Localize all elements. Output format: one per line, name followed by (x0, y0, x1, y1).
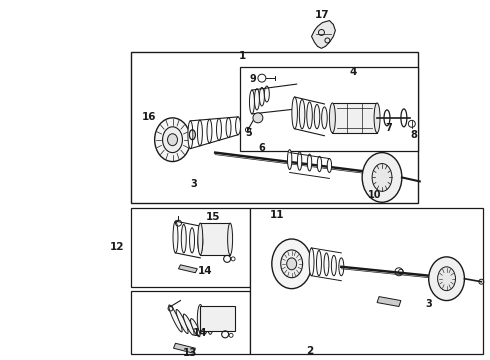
Ellipse shape (287, 258, 296, 270)
Text: 9: 9 (249, 74, 256, 84)
Bar (240, 67, 418, 150)
Ellipse shape (292, 97, 297, 129)
Text: 12: 12 (110, 242, 124, 252)
Text: 6: 6 (259, 143, 265, 153)
Text: 15: 15 (206, 212, 220, 222)
Ellipse shape (188, 121, 193, 149)
Text: 8: 8 (410, 130, 417, 140)
Ellipse shape (155, 118, 191, 162)
Text: 3: 3 (425, 298, 432, 309)
Ellipse shape (198, 223, 203, 255)
Polygon shape (173, 343, 196, 353)
Ellipse shape (168, 134, 177, 146)
Text: 10: 10 (368, 190, 382, 200)
Ellipse shape (307, 154, 312, 171)
Ellipse shape (259, 87, 265, 106)
Ellipse shape (249, 90, 254, 114)
Ellipse shape (297, 152, 302, 170)
Ellipse shape (327, 158, 332, 172)
Ellipse shape (228, 223, 233, 255)
Ellipse shape (265, 86, 270, 102)
Ellipse shape (438, 267, 456, 291)
Ellipse shape (198, 231, 203, 253)
Text: 14: 14 (193, 328, 208, 338)
Polygon shape (178, 265, 197, 273)
Ellipse shape (314, 104, 320, 129)
Ellipse shape (372, 163, 392, 192)
Text: 14: 14 (198, 266, 213, 276)
Ellipse shape (281, 250, 303, 278)
Bar (131, 291, 250, 354)
Text: 2: 2 (306, 346, 313, 356)
Text: 7: 7 (386, 123, 392, 133)
Text: 11: 11 (270, 210, 284, 220)
Ellipse shape (197, 305, 203, 332)
Bar (131, 208, 250, 287)
Ellipse shape (173, 221, 178, 253)
Bar (250, 208, 483, 354)
Ellipse shape (362, 153, 402, 202)
Text: 4: 4 (349, 67, 357, 77)
Polygon shape (312, 21, 335, 48)
Ellipse shape (181, 224, 186, 253)
Ellipse shape (236, 117, 241, 135)
Ellipse shape (329, 103, 335, 133)
Bar (332, 103, 377, 133)
Text: 16: 16 (142, 112, 156, 122)
Ellipse shape (183, 314, 194, 335)
Ellipse shape (190, 228, 195, 253)
Bar (131, 52, 418, 203)
Ellipse shape (207, 119, 212, 143)
Bar (200, 306, 235, 331)
Ellipse shape (299, 99, 305, 129)
Polygon shape (377, 297, 401, 306)
Ellipse shape (339, 258, 344, 276)
Text: 13: 13 (183, 348, 197, 358)
Ellipse shape (272, 239, 312, 289)
Ellipse shape (331, 255, 336, 276)
Bar (200, 223, 230, 255)
Ellipse shape (217, 118, 221, 140)
Ellipse shape (197, 120, 202, 146)
Text: 5: 5 (245, 128, 252, 138)
Ellipse shape (429, 257, 465, 301)
Ellipse shape (309, 248, 314, 276)
Ellipse shape (288, 150, 292, 170)
Text: 17: 17 (315, 10, 330, 19)
Text: 1: 1 (239, 51, 245, 61)
Ellipse shape (374, 103, 380, 133)
Ellipse shape (169, 305, 182, 332)
Ellipse shape (176, 310, 188, 334)
Ellipse shape (321, 107, 327, 129)
Ellipse shape (226, 118, 231, 138)
Ellipse shape (163, 127, 182, 153)
Ellipse shape (191, 319, 200, 337)
Ellipse shape (254, 89, 259, 110)
Ellipse shape (202, 309, 208, 333)
Ellipse shape (317, 251, 321, 276)
Ellipse shape (318, 156, 321, 172)
Ellipse shape (307, 102, 312, 129)
Ellipse shape (207, 312, 213, 334)
Circle shape (253, 113, 263, 123)
Ellipse shape (324, 253, 329, 276)
Text: 3: 3 (190, 179, 197, 189)
